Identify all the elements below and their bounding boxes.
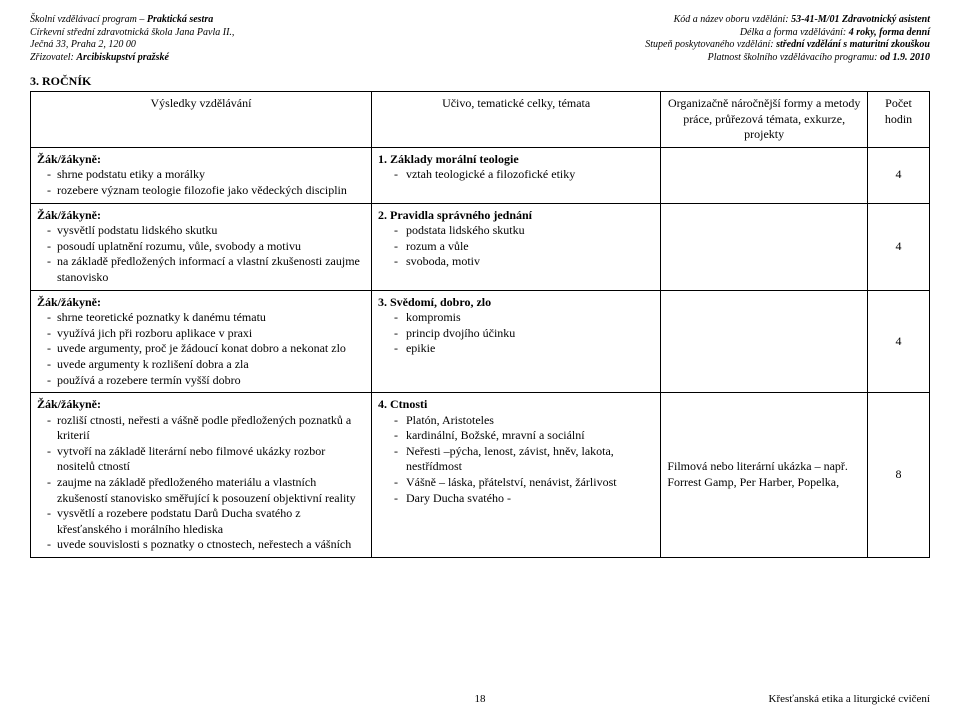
list-item: na základě předložených informací a vlas… xyxy=(47,254,365,285)
header-left-line: Církevní střední zdravotnická škola Jana… xyxy=(30,27,234,40)
list-item: kompromis xyxy=(394,310,654,326)
list-item: shrne podstatu etiky a morálky xyxy=(47,167,365,183)
topic-list: podstata lidského skutkurozum a vůlesvob… xyxy=(378,223,654,270)
hl0-pre: Školní vzdělávací program – xyxy=(30,14,147,25)
curriculum-table: Výsledky vzdělávání Učivo, tematické cel… xyxy=(30,91,930,558)
hl3-pre: Zřizovatel: xyxy=(30,52,76,63)
cell-outcomes: Žák/žákyně:vysvětlí podstatu lidského sk… xyxy=(31,203,372,290)
header-right-line: Stupeň poskytovaného vzdělání: střední v… xyxy=(645,39,930,52)
header-left-line: Ječná 33, Praha 2, 120 00 xyxy=(30,39,136,52)
list-item: shrne teoretické poznatky k danému témat… xyxy=(47,310,365,326)
cell-topics: 3. Svědomí, dobro, zlokompromisprincip d… xyxy=(371,290,660,393)
footer-right: Křesťanská etika a liturgické cvičení xyxy=(769,693,931,705)
hr1-pre: Délka a forma vzdělávání: xyxy=(740,27,849,38)
list-item: posoudí uplatnění rozumu, vůle, svobody … xyxy=(47,239,365,255)
hr0-emph: 53-41-M/01 Zdravotnický asistent xyxy=(791,14,930,25)
hr2-emph: střední vzdělání s maturitní zkouškou xyxy=(776,39,930,50)
hr3-emph: od 1.9. 2010 xyxy=(880,52,930,63)
outcome-list: vysvětlí podstatu lidského skutkuposoudí… xyxy=(37,223,365,285)
cell-lead: 3. Svědomí, dobro, zlo xyxy=(378,295,654,311)
table-body: Žák/žákyně:shrne podstatu etiky a morálk… xyxy=(31,147,930,557)
cell-methods xyxy=(661,203,868,290)
list-item: uvede souvislosti s poznatky o ctnostech… xyxy=(47,537,365,553)
table-row: Žák/žákyně:shrne teoretické poznatky k d… xyxy=(31,290,930,393)
list-item: Vášně – láska, přátelství, nenávist, žár… xyxy=(394,475,654,491)
header-right-line: Platnost školního vzdělávacího programu:… xyxy=(708,52,930,65)
list-item: vysvětlí podstatu lidského skutku xyxy=(47,223,365,239)
cell-methods: Filmová nebo literární ukázka – např. Fo… xyxy=(661,393,868,558)
topic-list: vztah teologické a filozofické etiky xyxy=(378,167,654,183)
th-outcomes: Výsledky vzdělávání xyxy=(31,92,372,148)
header-left-line: Školní vzdělávací program – Praktická se… xyxy=(30,14,213,27)
list-item: Dary Ducha svatého - xyxy=(394,491,654,507)
th-hours: Počet hodin xyxy=(867,92,929,148)
table-row: Žák/žákyně:vysvětlí podstatu lidského sk… xyxy=(31,203,930,290)
list-item: rozebere význam teologie filozofie jako … xyxy=(47,183,365,199)
cell-lead: Žák/žákyně: xyxy=(37,152,365,168)
header-right-line: Kód a název oboru vzdělání: 53-41-M/01 Z… xyxy=(674,14,930,27)
topic-list: kompromisprincip dvojího účinkuepikie xyxy=(378,310,654,357)
header-left: Školní vzdělávací program – Praktická se… xyxy=(30,14,234,64)
hr3-pre: Platnost školního vzdělávacího programu: xyxy=(708,52,880,63)
cell-topics: 2. Pravidla správného jednánípodstata li… xyxy=(371,203,660,290)
list-item: epikie xyxy=(394,341,654,357)
header-right: Kód a název oboru vzdělání: 53-41-M/01 Z… xyxy=(645,14,930,64)
table-row: Žák/žákyně:shrne podstatu etiky a morálk… xyxy=(31,147,930,203)
list-item: uvede argumenty, proč je žádoucí konat d… xyxy=(47,341,365,357)
cell-hours: 4 xyxy=(867,203,929,290)
list-item: používá a rozebere termín vyšší dobro xyxy=(47,373,365,389)
cell-outcomes: Žák/žákyně:rozliší ctnosti, neřesti a vá… xyxy=(31,393,372,558)
th-topics: Učivo, tematické celky, témata xyxy=(371,92,660,148)
table-header-row: Výsledky vzdělávání Učivo, tematické cel… xyxy=(31,92,930,148)
cell-topics: 4. CtnostiPlatón, Aristoteleskardinální,… xyxy=(371,393,660,558)
outcome-list: shrne podstatu etiky a morálkyrozebere v… xyxy=(37,167,365,198)
table-row: Žák/žákyně:rozliší ctnosti, neřesti a vá… xyxy=(31,393,930,558)
cell-lead: Žák/žákyně: xyxy=(37,295,365,311)
list-item: vysvětlí a rozebere podstatu Darů Ducha … xyxy=(47,506,365,537)
hl3-emph: Arcibiskupství pražské xyxy=(76,52,169,63)
th-methods: Organizačně náročnější formy a metody pr… xyxy=(661,92,868,148)
cell-hours: 8 xyxy=(867,393,929,558)
hr1-emph: 4 roky, forma denní xyxy=(849,27,930,38)
hr2-pre: Stupeň poskytovaného vzdělání: xyxy=(645,39,776,50)
page-footer: 18 Křesťanská etika a liturgické cvičení xyxy=(30,693,930,705)
hr0-pre: Kód a název oboru vzdělání: xyxy=(674,14,792,25)
list-item: Neřesti –pýcha, lenost, závist, hněv, la… xyxy=(394,444,654,475)
list-item: uvede argumenty k rozlišení dobra a zla xyxy=(47,357,365,373)
cell-lead: 2. Pravidla správného jednání xyxy=(378,208,654,224)
cell-lead: Žák/žákyně: xyxy=(37,208,365,224)
cell-methods xyxy=(661,290,868,393)
list-item: princip dvojího účinku xyxy=(394,326,654,342)
list-item: zaujme na základě předloženého materiálu… xyxy=(47,475,365,506)
list-item: kardinální, Božské, mravní a sociální xyxy=(394,428,654,444)
hl0-emph: Praktická sestra xyxy=(147,14,213,25)
section-title: 3. ROČNÍK xyxy=(30,74,930,89)
list-item: Platón, Aristoteles xyxy=(394,413,654,429)
list-item: vztah teologické a filozofické etiky xyxy=(394,167,654,183)
list-item: využívá jich při rozboru aplikace v prax… xyxy=(47,326,365,342)
topic-list: Platón, Aristoteleskardinální, Božské, m… xyxy=(378,413,654,507)
cell-lead: 4. Ctnosti xyxy=(378,397,654,413)
cell-hours: 4 xyxy=(867,147,929,203)
list-item: podstata lidského skutku xyxy=(394,223,654,239)
cell-outcomes: Žák/žákyně:shrne podstatu etiky a morálk… xyxy=(31,147,372,203)
cell-methods xyxy=(661,147,868,203)
outcome-list: rozliší ctnosti, neřesti a vášně podle p… xyxy=(37,413,365,553)
cell-topics: 1. Základy morální teologievztah teologi… xyxy=(371,147,660,203)
cell-lead: Žák/žákyně: xyxy=(37,397,365,413)
header-left-line: Zřizovatel: Arcibiskupství pražské xyxy=(30,52,169,65)
list-item: svoboda, motiv xyxy=(394,254,654,270)
header-right-line: Délka a forma vzdělávání: 4 roky, forma … xyxy=(740,27,930,40)
cell-outcomes: Žák/žákyně:shrne teoretické poznatky k d… xyxy=(31,290,372,393)
list-item: vytvoří na základě literární nebo filmov… xyxy=(47,444,365,475)
outcome-list: shrne teoretické poznatky k danému témat… xyxy=(37,310,365,388)
page-header: Školní vzdělávací program – Praktická se… xyxy=(30,14,930,64)
list-item: rozum a vůle xyxy=(394,239,654,255)
list-item: rozliší ctnosti, neřesti a vášně podle p… xyxy=(47,413,365,444)
cell-lead: 1. Základy morální teologie xyxy=(378,152,654,168)
cell-hours: 4 xyxy=(867,290,929,393)
page: Školní vzdělávací program – Praktická se… xyxy=(0,0,960,558)
